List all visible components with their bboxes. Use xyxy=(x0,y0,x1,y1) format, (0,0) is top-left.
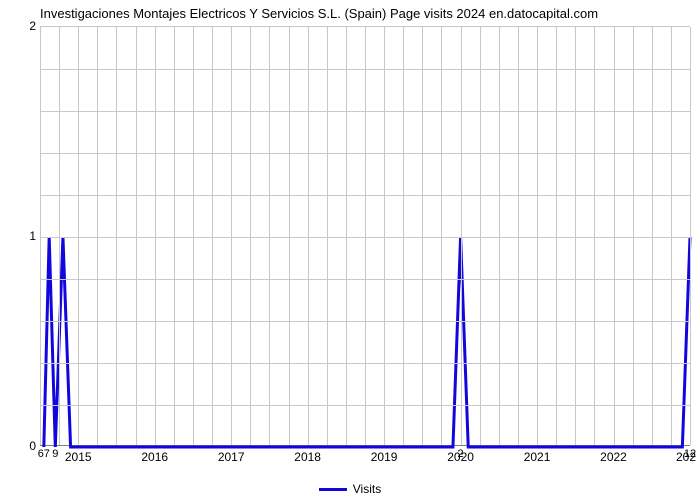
gridline-v xyxy=(480,27,481,445)
x-tick-label: 2022 xyxy=(600,450,627,464)
gridline-h xyxy=(40,321,690,322)
gridline-v xyxy=(633,27,634,445)
legend-label: Visits xyxy=(353,482,381,496)
gridline-v xyxy=(441,27,442,445)
x-tick-label: 2019 xyxy=(371,450,398,464)
data-point-label: 2 xyxy=(458,448,464,460)
gridline-v xyxy=(78,27,79,445)
gridline-v xyxy=(575,27,576,445)
gridline-v xyxy=(308,27,309,445)
gridline-h xyxy=(40,237,690,238)
gridline-v xyxy=(403,27,404,445)
gridline-v xyxy=(193,27,194,445)
gridline-v xyxy=(289,27,290,445)
gridline-h xyxy=(40,405,690,406)
gridline-v xyxy=(116,27,117,445)
gridline-v xyxy=(365,27,366,445)
gridline-v xyxy=(174,27,175,445)
gridline-v xyxy=(212,27,213,445)
y-tick-label: 1 xyxy=(6,229,36,243)
gridline-v xyxy=(537,27,538,445)
x-tick-label: 2016 xyxy=(141,450,168,464)
gridline-v xyxy=(671,27,672,445)
gridline-v xyxy=(461,27,462,445)
gridline-h xyxy=(40,111,690,112)
gridline-v xyxy=(346,27,347,445)
chart-title: Investigaciones Montajes Electricos Y Se… xyxy=(40,6,690,21)
gridline-v xyxy=(614,27,615,445)
gridline-h xyxy=(40,195,690,196)
gridline-v xyxy=(231,27,232,445)
gridline-v xyxy=(690,27,691,445)
y-tick-label: 2 xyxy=(6,19,36,33)
data-point-label: 67 xyxy=(38,448,50,460)
x-tick-label: 2021 xyxy=(524,450,551,464)
chart-container: Investigaciones Montajes Electricos Y Se… xyxy=(0,0,700,500)
gridline-v xyxy=(59,27,60,445)
gridline-h xyxy=(40,69,690,70)
gridline-h xyxy=(40,279,690,280)
gridline-v xyxy=(594,27,595,445)
gridline-v xyxy=(422,27,423,445)
gridline-v xyxy=(556,27,557,445)
gridline-v xyxy=(518,27,519,445)
gridline-v xyxy=(269,27,270,445)
data-point-label: 12 xyxy=(684,448,696,460)
legend: Visits xyxy=(0,482,700,496)
gridline-h xyxy=(40,363,690,364)
y-tick-label: 0 xyxy=(6,439,36,453)
gridline-v xyxy=(652,27,653,445)
gridline-v xyxy=(136,27,137,445)
plot-area xyxy=(40,26,690,446)
x-tick-label: 2017 xyxy=(218,450,245,464)
gridline-v xyxy=(250,27,251,445)
data-point-label: 9 xyxy=(52,448,58,460)
legend-swatch xyxy=(319,488,347,491)
gridline-v xyxy=(384,27,385,445)
x-tick-label: 2018 xyxy=(294,450,321,464)
gridline-v xyxy=(40,27,41,445)
gridline-v xyxy=(327,27,328,445)
gridline-v xyxy=(499,27,500,445)
gridline-v xyxy=(97,27,98,445)
x-tick-label: 2015 xyxy=(65,450,92,464)
gridline-h xyxy=(40,153,690,154)
gridline-v xyxy=(155,27,156,445)
